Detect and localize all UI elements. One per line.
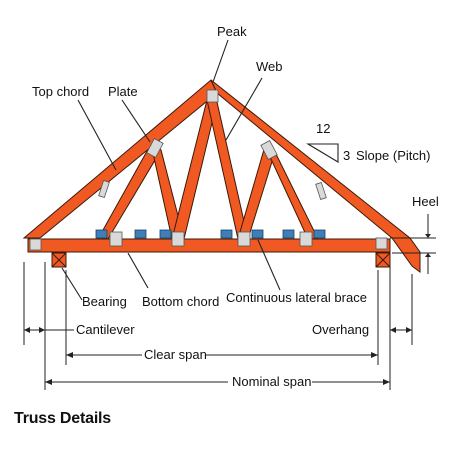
plate-heel-right — [375, 237, 388, 250]
brace-7 — [313, 229, 326, 239]
leader-bearing — [61, 267, 83, 301]
leader-plate — [121, 99, 151, 143]
plate-bottom-2 — [171, 231, 185, 247]
label-cantilever: Cantilever — [76, 322, 135, 337]
leader-peak — [212, 39, 229, 83]
caption-title: Truss Details — [14, 410, 112, 427]
bottom-chord — [27, 238, 391, 253]
label-nominal-span: Nominal span — [232, 374, 312, 389]
leader-bottom-chord — [127, 252, 149, 289]
plate-bottom-4 — [299, 231, 313, 247]
plate-small-right — [315, 181, 327, 201]
label-top-chord: Top chord — [32, 84, 89, 99]
label-heel: Heel — [412, 194, 439, 209]
plate-top-right — [260, 140, 278, 160]
leader-lines — [61, 39, 281, 301]
plate-bottom-3 — [237, 231, 251, 247]
label-peak: Peak — [217, 24, 247, 39]
leader-web — [225, 77, 263, 141]
plate-top-left — [146, 138, 164, 158]
brace-1 — [95, 229, 108, 239]
brace-2 — [134, 229, 147, 239]
label-pitch-run: 12 — [316, 121, 330, 136]
plate-heel-left — [29, 238, 42, 251]
leader-top-chord — [77, 99, 117, 171]
brace-5 — [251, 229, 264, 239]
bearing-crosses — [51, 252, 391, 268]
plate-peak — [206, 89, 219, 103]
label-pitch-rise: 3 — [343, 148, 350, 163]
leader-lateral-brace — [257, 239, 281, 291]
pitch-triangle — [306, 143, 339, 163]
plate-bottom-1 — [109, 231, 123, 247]
overhang-tail — [391, 237, 421, 273]
brace-3 — [159, 229, 172, 239]
label-overhang: Overhang — [312, 322, 369, 337]
label-bearing: Bearing — [82, 294, 127, 309]
plate-small-left — [98, 179, 110, 199]
label-plate: Plate — [108, 84, 138, 99]
lateral-braces — [95, 229, 326, 239]
label-web: Web — [256, 59, 283, 74]
heel-dimension — [390, 214, 436, 274]
labels: Peak Web Top chord Plate 12 3 Slope (Pit… — [32, 24, 439, 389]
label-lateral-brace: Continuous lateral brace — [226, 290, 367, 305]
label-clear-span: Clear span — [144, 347, 207, 362]
brace-6 — [282, 229, 295, 239]
label-slope: Slope (Pitch) — [356, 148, 430, 163]
web-member-4 — [206, 99, 249, 240]
label-bottom-chord: Bottom chord — [142, 294, 219, 309]
connector-plates — [29, 89, 388, 251]
brace-4 — [220, 229, 233, 239]
dimension-lines — [23, 262, 413, 390]
web-member-5 — [237, 145, 276, 240]
